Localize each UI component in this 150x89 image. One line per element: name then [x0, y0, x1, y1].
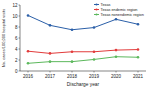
- x-tick-label: 2017: [45, 74, 56, 79]
- plot-area: [27, 14, 140, 64]
- y-tick: [19, 5, 21, 6]
- x-tick-label: 2020: [111, 74, 122, 79]
- legend-marker: [96, 9, 98, 11]
- x-axis: [20, 71, 146, 72]
- y-tick: [19, 16, 21, 17]
- y-tick-label: 8: [15, 25, 18, 30]
- y-tick: [19, 49, 21, 50]
- series-point: [49, 24, 52, 27]
- series-line: [28, 15, 138, 29]
- series-line: [28, 50, 138, 54]
- chart: 0 2 4 6 8 10 12 2016 2017 2018 2019 2020 2021 Dischar…: [0, 0, 150, 89]
- y-tick: [19, 38, 21, 39]
- series-point: [93, 58, 96, 61]
- y-tick-label: 12: [12, 3, 18, 8]
- legend: TexasTexas endemic regionTexas nonendemi…: [94, 3, 144, 17]
- legend-marker: [96, 14, 98, 16]
- x-tick-label: 2021: [133, 74, 144, 79]
- y-tick: [19, 60, 21, 61]
- x-tick-label: 2019: [89, 74, 100, 79]
- legend-label: Texas endemic region: [101, 8, 138, 12]
- x-axis-label: Discharge year: [67, 82, 100, 87]
- y-axis-label: No. cases/100,000 hospital visits: [1, 9, 6, 67]
- x-tick-label: 2016: [23, 74, 34, 79]
- series-point: [137, 23, 140, 26]
- series-point: [93, 26, 96, 29]
- legend-label: Texas nonendemic region: [101, 13, 144, 17]
- x-tick: [50, 71, 51, 73]
- series-point: [137, 56, 140, 59]
- x-tick: [72, 71, 73, 73]
- y-tick: [19, 71, 21, 72]
- x-tick: [116, 71, 117, 73]
- y-axis: [20, 5, 21, 71]
- series-point: [115, 55, 118, 58]
- legend-swatch: [94, 4, 99, 5]
- x-tick-label: 2018: [67, 74, 78, 79]
- x-tick: [94, 71, 95, 73]
- x-tick: [28, 71, 29, 73]
- series-point: [115, 18, 118, 21]
- y-tick: [19, 27, 21, 28]
- series-point: [27, 62, 30, 65]
- series-point: [49, 52, 52, 55]
- series-point: [115, 49, 118, 52]
- series-point: [27, 50, 30, 53]
- y-tick-label: 0: [15, 69, 18, 74]
- series-point: [27, 14, 30, 17]
- series-point: [71, 60, 74, 63]
- legend-marker: [96, 4, 98, 6]
- series-point: [71, 50, 74, 53]
- legend-swatch: [94, 14, 99, 15]
- series-point: [93, 50, 96, 53]
- y-tick-label: 2: [15, 58, 18, 63]
- series-line: [28, 57, 138, 64]
- x-tick: [138, 71, 139, 73]
- y-tick-label: 6: [15, 36, 18, 41]
- legend-label: Texas: [101, 3, 111, 7]
- series-point: [71, 28, 74, 31]
- series-point: [49, 60, 52, 63]
- chart-svg: 0 2 4 6 8 10 12 2016 2017 2018 2019 2020 2021 Dischar…: [0, 0, 150, 89]
- legend-swatch: [94, 9, 99, 10]
- series-point: [137, 48, 140, 51]
- y-tick-label: 10: [12, 14, 18, 19]
- y-tick-label: 4: [15, 47, 18, 52]
